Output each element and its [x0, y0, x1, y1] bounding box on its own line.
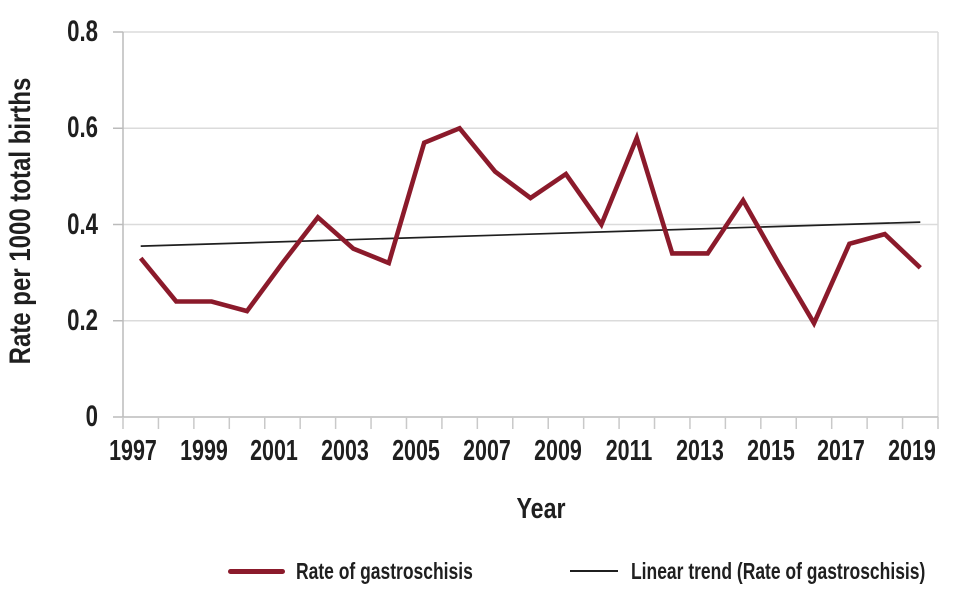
x-tick-label: 2003	[321, 435, 370, 467]
x-tick-label: 2011	[605, 435, 653, 467]
data-series-line	[138, 125, 922, 329]
x-tick-label: 2005	[392, 435, 441, 467]
x-tick-label: 2017	[817, 435, 866, 467]
legend-item-linear-trend: Linear trend (Rate of gastroschisis)	[570, 556, 980, 586]
legend-label-linear-trend: Linear trend (Rate of gastroschisis)	[631, 558, 926, 584]
x-tick-label: 2001	[250, 435, 299, 467]
y-tick-label: 0.6	[67, 111, 98, 145]
legend-label-gastroschisis: Rate of gastroschisis	[296, 558, 473, 584]
x-tick-label: 2007	[463, 435, 511, 467]
y-tick-label: 0.2	[67, 303, 98, 337]
x-axis-title: Year	[516, 493, 566, 525]
trend-line	[140, 221, 921, 248]
x-tick-label: 2015	[746, 435, 795, 467]
y-tick-label: 0	[85, 400, 98, 433]
x-tick-label: 1999	[179, 435, 228, 467]
y-tick-label: 0.8	[67, 15, 98, 48]
y-axis-title: Rate per 1000 total births	[4, 77, 37, 365]
x-tick-label: 2013	[675, 435, 724, 467]
x-tick-label: 2019	[888, 435, 937, 467]
y-tick-label: 0.4	[67, 207, 98, 241]
legend-swatch-gastroschisis-line	[228, 568, 285, 574]
legend-swatch-linear-trend-line	[570, 570, 618, 572]
x-tick-label: 2009	[534, 435, 582, 467]
x-tick-label: 1997	[108, 435, 157, 467]
legend-item-gastroschisis: Rate of gastroschisis	[228, 556, 529, 586]
